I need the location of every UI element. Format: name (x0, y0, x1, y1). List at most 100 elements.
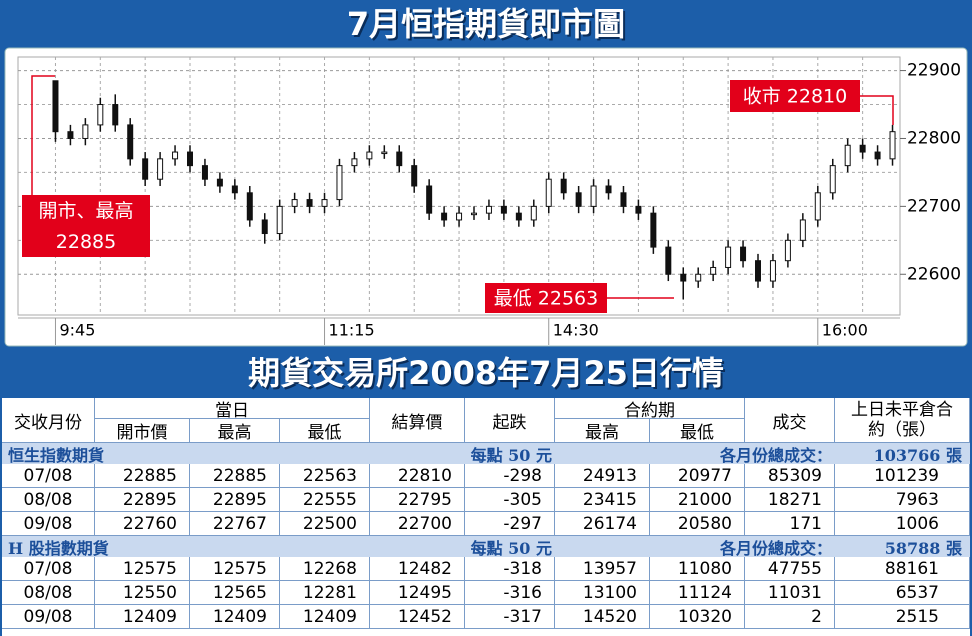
table-cell: 23415 (555, 488, 650, 512)
candle-body (710, 266, 717, 275)
candle-body (605, 185, 612, 194)
table-cell: 20977 (650, 464, 745, 488)
header-cell: 合約期 (555, 398, 745, 421)
candle-body (246, 192, 253, 221)
header-cell: 最低 (650, 419, 745, 443)
annotation-text: 22885 (56, 231, 116, 253)
table-cell: 101239 (835, 464, 970, 488)
table-cell: 18271 (745, 488, 835, 512)
table-cell: 12281 (280, 581, 370, 605)
candle-body (172, 151, 179, 160)
chart: 22600 22700 22800 22900 9:45 11:15 14:30 16:00 開… (4, 47, 968, 347)
annotation-text: 開市、最高 (38, 200, 133, 222)
candle-body (575, 192, 582, 207)
header-cell: 開市價 (95, 419, 190, 443)
candle-body (381, 151, 388, 155)
candle-body (127, 124, 134, 160)
candle-body (620, 192, 627, 207)
candle-body (500, 205, 507, 214)
section-note: 每點 50 元 (470, 538, 552, 558)
candle-body (635, 205, 642, 214)
annotation-arrow (860, 95, 894, 125)
table-cell: 1006 (835, 512, 970, 536)
table-cell: 22563 (280, 464, 370, 488)
x-tick-label: 16:00 (822, 321, 868, 340)
candle-body (545, 178, 552, 207)
candle-body (515, 212, 522, 221)
table-cell: 12575 (190, 557, 280, 581)
header-cell: 最低 (280, 419, 370, 443)
section-total-label: 各月份總成交： (719, 538, 832, 558)
table-cell: 10320 (650, 605, 745, 629)
candle-body (441, 212, 448, 221)
annotation-text: 最低 22563 (494, 288, 598, 310)
candle-body (112, 104, 119, 126)
section-row (2, 443, 970, 464)
table-cell: 08/08 (2, 488, 95, 512)
candle-body (97, 104, 104, 126)
candle-body (650, 212, 657, 248)
table-cell: 2 (745, 605, 835, 629)
table-cell: 22795 (370, 488, 465, 512)
header-cell: 結算價 (370, 398, 465, 443)
table-title: 期貨交易所2008年7月25日行情 (248, 354, 724, 392)
table-cell: 09/08 (2, 512, 95, 536)
table-cell: 85309 (745, 464, 835, 488)
section-total-label: 各月份總成交： (719, 445, 832, 465)
candle-body (874, 151, 881, 160)
y-tick-label: 22700 (907, 196, 961, 216)
candle-body (844, 144, 851, 167)
candle-body (216, 178, 223, 187)
header-cell: 上日未平倉合約（張） (835, 398, 970, 443)
table-cell: 22500 (280, 512, 370, 536)
candle-body (590, 185, 597, 207)
table-cell: 13957 (555, 557, 650, 581)
table-cell: -305 (465, 488, 555, 512)
table-cell: -316 (465, 581, 555, 605)
table-cell: 12565 (190, 581, 280, 605)
candle-body (485, 205, 492, 214)
candle-body (889, 131, 896, 160)
table-cell: 12452 (370, 605, 465, 629)
table-cell: 22895 (190, 488, 280, 512)
chart-title: 7月恒指期貨即市圖 (346, 5, 626, 43)
table-cell: 7963 (835, 488, 970, 512)
candle-body (411, 165, 418, 187)
header-cell: 成交 (745, 398, 835, 443)
candle-body (291, 199, 298, 207)
candle-body (769, 260, 776, 282)
table-cell: 22895 (95, 488, 190, 512)
candle-body (366, 151, 373, 160)
table-cell: 11080 (650, 557, 745, 581)
table-cell: 09/08 (2, 605, 95, 629)
table-cell: 20580 (650, 512, 745, 536)
candle-body (351, 158, 358, 167)
table-cell: 08/08 (2, 581, 95, 605)
table-cell: 22767 (190, 512, 280, 536)
annotation-text: 收市 22810 (743, 86, 847, 108)
x-tick-label: 14:30 (553, 321, 599, 340)
section-note: 每點 50 元 (470, 445, 552, 465)
table-cell: 12268 (280, 557, 370, 581)
table-cell: 171 (745, 512, 835, 536)
table-cell: -318 (465, 557, 555, 581)
candle-body (784, 239, 791, 262)
candle-body (560, 178, 567, 194)
table-cell: -298 (465, 464, 555, 488)
candle-body (321, 199, 328, 207)
table-cell: 22700 (370, 512, 465, 536)
table-cell: 07/08 (2, 557, 95, 581)
table-cell: 26174 (555, 512, 650, 536)
annotation-box (730, 80, 860, 112)
table-cell: 14520 (555, 605, 650, 629)
table-cell: 07/08 (2, 464, 95, 488)
candle-body (695, 273, 702, 282)
table-cell: 22760 (95, 512, 190, 536)
table-cell: 12409 (190, 605, 280, 629)
table-cell: 22885 (190, 464, 280, 488)
candle-body (426, 185, 433, 214)
candle-body (814, 192, 821, 221)
candle-body (336, 165, 343, 201)
candle-body (665, 246, 672, 275)
